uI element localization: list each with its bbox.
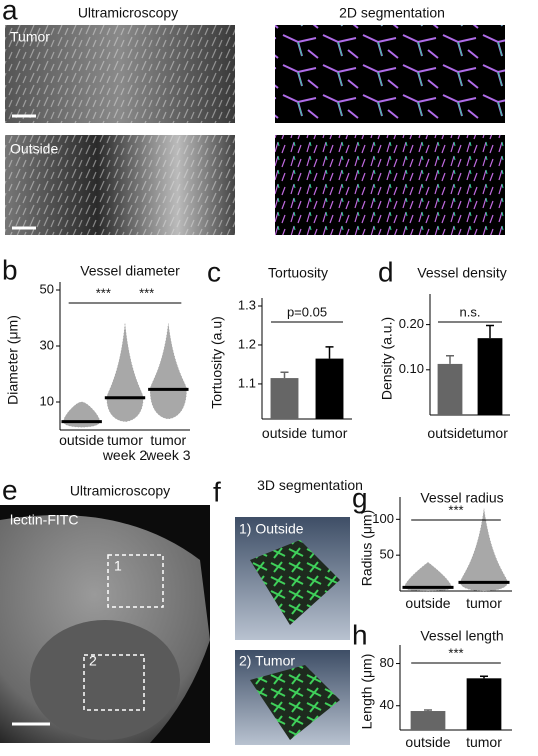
panel-letter: h bbox=[352, 619, 368, 650]
roi-label: 1 bbox=[114, 558, 122, 574]
render-volume bbox=[250, 665, 340, 740]
panel-letter: e bbox=[2, 474, 18, 505]
column-title: 2D segmentation bbox=[339, 5, 445, 21]
panel-letter: c bbox=[207, 256, 221, 287]
x-tick-label: tumor bbox=[466, 596, 502, 611]
x-tick-box: tumor bbox=[472, 426, 508, 441]
error-bar bbox=[446, 355, 454, 364]
y-tick-label: 0.20 bbox=[399, 316, 424, 331]
x-tick-box: tumor bbox=[466, 596, 502, 611]
error-bar bbox=[325, 346, 334, 359]
bar bbox=[466, 678, 502, 730]
swarm-spread bbox=[149, 323, 187, 420]
x-tick-box: tumor bbox=[466, 735, 502, 750]
chart-title: Vessel length bbox=[420, 628, 503, 644]
view-label: 1) Outside bbox=[239, 521, 304, 537]
view-label: 2) Tumor bbox=[239, 653, 295, 669]
chart-title: Vessel diameter bbox=[80, 263, 180, 279]
x-tick-box: tumor bbox=[311, 426, 348, 441]
panel-letter: b bbox=[2, 254, 18, 285]
x-tick-box: outside bbox=[427, 426, 473, 441]
column-title: Ultramicroscopy bbox=[78, 5, 178, 21]
x-tick-box: outside bbox=[405, 596, 451, 611]
x-tick-label: tumor bbox=[311, 426, 348, 441]
roi-box bbox=[83, 654, 145, 711]
image-texture bbox=[5, 135, 235, 235]
y-tick-label: 100 bbox=[372, 511, 394, 526]
bar bbox=[270, 378, 299, 419]
tumor-region bbox=[30, 620, 180, 740]
error-bar bbox=[424, 709, 432, 712]
x-tick-label: outside bbox=[405, 596, 451, 611]
y-tick-label: 1.3 bbox=[238, 297, 256, 312]
x-tick-label: outside bbox=[405, 735, 451, 750]
panel-letter: g bbox=[352, 482, 368, 513]
swarm-spread bbox=[106, 323, 144, 422]
panel-letter: a bbox=[2, 0, 18, 25]
x-tick-box: tumor week 3 bbox=[146, 433, 191, 463]
chart-title: Vessel density bbox=[417, 265, 507, 281]
significance-label: *** bbox=[96, 285, 111, 300]
segmentation-texture bbox=[275, 135, 505, 235]
x-tick-label: tumor week 3 bbox=[146, 433, 191, 463]
y-axis-label: Density (a.u.) bbox=[379, 317, 395, 400]
segmentation-texture bbox=[275, 25, 505, 123]
stain-label: lectin-FITC bbox=[10, 512, 78, 528]
x-tick-label: outside bbox=[427, 426, 473, 441]
y-axis-label: Diameter (μm) bbox=[5, 315, 21, 405]
significance-label: *** bbox=[448, 502, 463, 517]
panel-letter: f bbox=[213, 476, 221, 507]
y-tick-label: 50 bbox=[40, 281, 54, 296]
roi-box bbox=[107, 554, 164, 608]
y-tick-label: 50 bbox=[380, 547, 394, 562]
swarm-spread bbox=[63, 401, 101, 428]
error-bar bbox=[280, 371, 289, 379]
significance-label: p=0.05 bbox=[287, 304, 327, 319]
panel-title-box: 3D segmentation bbox=[257, 478, 363, 493]
significance-label: *** bbox=[139, 285, 154, 300]
y-axis-label: Length (μm) bbox=[359, 654, 375, 730]
y-axis-label: Tortuosity (a.u) bbox=[209, 316, 225, 409]
error-bar bbox=[480, 675, 488, 679]
x-tick-label: outside bbox=[59, 433, 105, 448]
x-tick-box: outside bbox=[59, 433, 105, 448]
image-texture bbox=[5, 25, 235, 123]
roi-label: 2 bbox=[89, 653, 97, 669]
y-tick-label: 0.10 bbox=[399, 361, 424, 376]
y-axis-label: Radius (μm) bbox=[359, 510, 375, 587]
row-label: Outside bbox=[10, 141, 58, 157]
bar bbox=[315, 358, 344, 419]
render-volume bbox=[250, 540, 340, 625]
swarm-spread bbox=[404, 562, 452, 592]
bar bbox=[437, 363, 463, 415]
x-tick-label: tumor bbox=[472, 426, 508, 441]
swarm-spread bbox=[460, 508, 508, 592]
bar bbox=[477, 338, 503, 415]
panel-title: Ultramicroscopy bbox=[70, 483, 170, 499]
x-tick-label: tumor bbox=[466, 735, 502, 750]
significance-label: n.s. bbox=[460, 304, 481, 319]
bar bbox=[410, 711, 446, 730]
chart-title: Tortuosity bbox=[268, 265, 328, 281]
panel-title: 3D segmentation bbox=[257, 478, 363, 493]
y-tick-label: 40 bbox=[380, 697, 394, 712]
y-tick-label: 1.1 bbox=[238, 375, 256, 390]
significance-label: *** bbox=[448, 645, 463, 660]
x-tick-box: outside bbox=[405, 735, 451, 750]
error-bar bbox=[486, 324, 494, 339]
y-tick-label: 10 bbox=[40, 393, 54, 408]
y-tick-label: 30 bbox=[40, 337, 54, 352]
y-tick-label: 80 bbox=[380, 655, 394, 670]
x-tick-label: outside bbox=[261, 426, 308, 441]
panel-letter: d bbox=[378, 256, 394, 287]
x-tick-box: outside bbox=[261, 426, 308, 441]
row-label: Tumor bbox=[10, 29, 50, 45]
x-tick-label: tumor week 2 bbox=[102, 433, 148, 463]
x-tick-box: tumor week 2 bbox=[102, 433, 148, 463]
chart-title: Vessel radius bbox=[420, 490, 503, 506]
y-tick-label: 1.2 bbox=[238, 336, 256, 351]
